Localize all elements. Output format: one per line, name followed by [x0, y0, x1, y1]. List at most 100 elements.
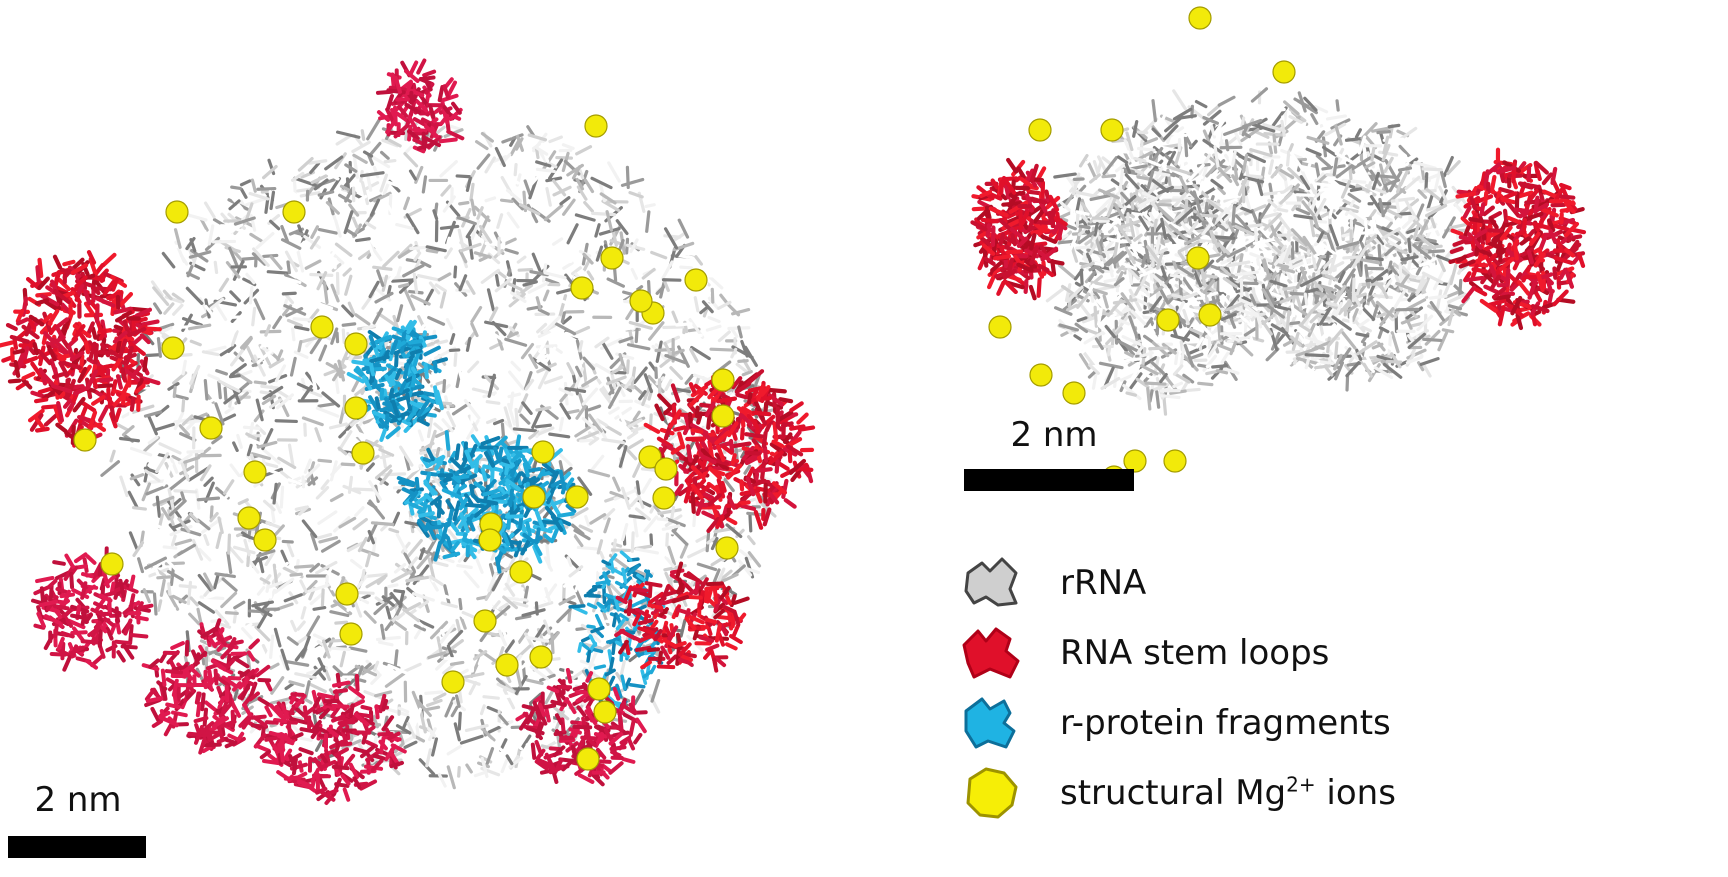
- rrna-stick: [528, 353, 539, 369]
- stem-loop-stick: [60, 337, 71, 350]
- stem-loop-stick: [98, 377, 114, 383]
- stem-loop-stick: [61, 613, 74, 628]
- stem-loop-stick: [385, 107, 395, 124]
- rrna-stick: [154, 523, 167, 531]
- rrna-stick: [190, 255, 198, 269]
- rrna-stick: [437, 272, 452, 282]
- rrna-stick: [552, 275, 571, 293]
- stem-loop-stick: [744, 450, 761, 456]
- stem-loop-stick: [577, 773, 595, 784]
- stem-loop-stick: [211, 716, 229, 729]
- stem-loop-stick: [59, 592, 76, 599]
- protein-stick: [505, 478, 521, 491]
- stem-loop-stick: [75, 283, 85, 297]
- stem-loop-stick: [224, 740, 238, 749]
- rrna-stick: [1125, 207, 1142, 213]
- rrna-stick: [272, 315, 283, 330]
- stem-loop-stick: [673, 425, 687, 432]
- stem-loop-stick: [678, 642, 692, 657]
- rrna-stick: [223, 479, 235, 495]
- rrna-stick: [405, 575, 430, 583]
- stem-loop-stick: [729, 594, 737, 608]
- rrna-stick: [1434, 167, 1442, 190]
- stem-loop-stick: [428, 104, 436, 119]
- rrna-stick: [425, 748, 432, 768]
- rrna-stick: [457, 228, 465, 249]
- rrna-stick: [254, 605, 273, 618]
- protein-stick: [473, 481, 486, 491]
- rrna-stick: [471, 141, 476, 156]
- rrna-stick: [171, 292, 185, 303]
- rrna-stick: [229, 463, 241, 478]
- rrna-stick: [1133, 221, 1142, 245]
- rrna-stick: [746, 535, 756, 546]
- rrna-stick: [1101, 174, 1117, 179]
- stem-loop-stick: [406, 87, 425, 98]
- stem-loop-stick: [333, 743, 341, 757]
- rrna-stick: [522, 743, 529, 761]
- stem-loop-stick: [331, 764, 350, 771]
- rrna-stick: [476, 153, 491, 170]
- rrna-stick: [395, 724, 412, 735]
- stem-loop-stick: [720, 480, 727, 493]
- rrna-stick: [374, 464, 392, 480]
- rrna-stick: [147, 447, 162, 468]
- mg-ion: [335, 582, 359, 606]
- stem-loop-stick: [33, 623, 46, 630]
- stem-loop-stick: [739, 426, 745, 441]
- stem-loop-stick: [52, 604, 70, 611]
- stem-loop-stick: [785, 444, 804, 457]
- mg-ion: [684, 268, 708, 292]
- stem-loop-stick: [534, 739, 544, 757]
- rrna-stick: [687, 546, 710, 559]
- rrna-stick: [558, 416, 565, 432]
- stem-loop-stick: [394, 111, 411, 124]
- rrna-stick: [560, 644, 576, 655]
- rrna-stick: [1371, 126, 1392, 133]
- rrna-stick: [189, 339, 202, 347]
- stem-loop-stick: [666, 625, 679, 643]
- protein-stick: [425, 455, 444, 469]
- rrna-stick: [386, 204, 400, 224]
- stem-loop-stick: [109, 623, 117, 636]
- rrna-stick: [695, 535, 708, 543]
- rrna-stick: [465, 336, 472, 352]
- protein-stick: [445, 499, 455, 512]
- rrna-stick: [480, 268, 500, 284]
- rrna-stick: [408, 169, 417, 181]
- rrna-stick: [177, 453, 193, 465]
- rrna-stick: [352, 155, 360, 179]
- protein-stick: [374, 396, 381, 410]
- protein-stick: [424, 412, 437, 418]
- rrna-stick: [215, 304, 228, 322]
- stem-loop-stick: [90, 607, 107, 618]
- stem-loop-stick: [694, 502, 709, 508]
- stem-loop-stick: [657, 650, 664, 665]
- rrna-stick: [183, 456, 201, 464]
- stem-loop-stick: [521, 704, 538, 711]
- stem-loop-stick: [353, 712, 370, 727]
- rrna-stick: [397, 282, 410, 289]
- protein-stick: [408, 339, 423, 345]
- rrna-stick: [1354, 128, 1362, 139]
- rrna-stick: [329, 610, 350, 618]
- rrna-stick: [628, 191, 644, 199]
- stem-loop-stick: [167, 716, 179, 728]
- rrna-stick: [512, 427, 538, 433]
- rrna-stick: [201, 350, 220, 357]
- stem-loop-stick: [566, 700, 577, 715]
- stem-loop-stick: [129, 396, 136, 412]
- rrna-stick: [685, 333, 703, 339]
- stem-loop-stick: [214, 631, 227, 646]
- rrna-stick: [341, 328, 346, 345]
- rrna-stick: [537, 426, 555, 436]
- rrna-stick: [352, 194, 368, 205]
- rrna-stick: [225, 503, 231, 520]
- mg-ion: [509, 560, 533, 584]
- stem-loop-stick: [410, 87, 421, 103]
- rrna-stick: [603, 517, 611, 534]
- rrna-stick: [173, 394, 189, 401]
- stem-loop-stick: [675, 561, 684, 579]
- stem-loop-stick: [230, 709, 236, 725]
- rrna-stick: [689, 347, 699, 363]
